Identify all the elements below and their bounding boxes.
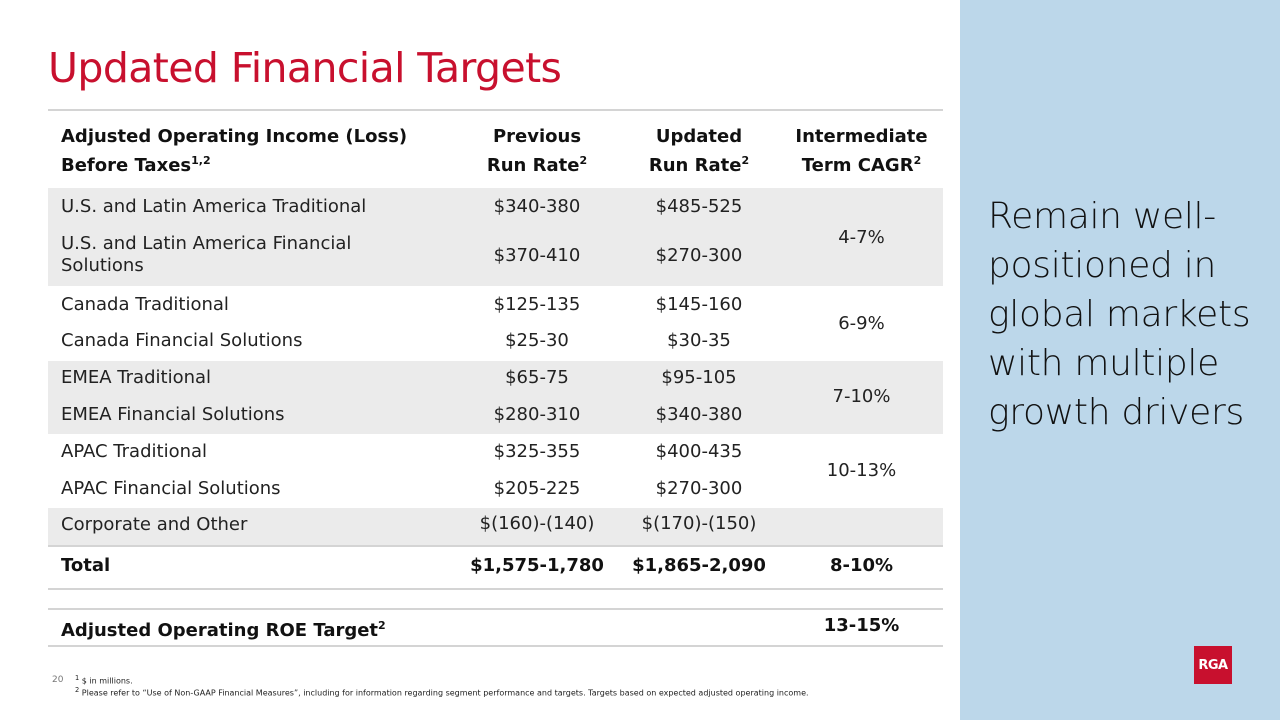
row-label: U.S. and Latin America Financial Solutio… [61, 233, 351, 277]
roe-value: 13-15% [823, 615, 900, 636]
table-row: U.S. and Latin America Financial Solutio… [48, 225, 943, 286]
total-bottom-rule [48, 588, 943, 590]
row-previous: $280-310 [493, 404, 581, 425]
header-segment: Adjusted Operating Income (Loss) Before … [61, 125, 441, 178]
header-segment-line1: Adjusted Operating Income (Loss) [61, 126, 408, 147]
row-previous: $325-355 [493, 441, 581, 462]
row-updated: $(170)-(150) [641, 513, 757, 534]
page-number: 20 [52, 675, 64, 685]
table-row: EMEA Traditional $65-75 $95-105 [48, 361, 943, 398]
header-updated-line2: Run Rate2 [648, 154, 750, 176]
table-row: Canada Financial Solutions $25-30 $30-35 [48, 323, 943, 360]
row-label: Canada Traditional [61, 294, 229, 315]
row-updated: $400-435 [655, 441, 743, 462]
row-previous: $25-30 [505, 330, 569, 351]
header-updated-line1: Updated [655, 126, 743, 147]
table-row: U.S. and Latin America Traditional $340-… [48, 188, 943, 225]
row-updated: $340-380 [655, 404, 743, 425]
table-row: Canada Traditional $125-135 $145-160 [48, 287, 943, 324]
row-updated: $270-300 [655, 478, 743, 499]
row-label: EMEA Financial Solutions [61, 404, 285, 425]
row-updated: $485-525 [655, 196, 743, 217]
row-label: EMEA Traditional [61, 367, 212, 388]
row-previous: $(160)-(140) [479, 513, 595, 534]
row-label-line2: Solutions [61, 255, 144, 276]
total-label: Total [61, 555, 111, 576]
row-previous: $205-225 [493, 478, 581, 499]
row-label: APAC Traditional [61, 441, 208, 462]
side-panel [960, 0, 1280, 720]
table-row: Corporate and Other $(160)-(140) $(170)-… [48, 508, 943, 545]
row-previous: $125-135 [493, 294, 581, 315]
row-label: Corporate and Other [61, 514, 248, 535]
header-cagr: Intermediate Term CAGR2 [780, 125, 943, 178]
total-updated: $1,865-2,090 [632, 555, 766, 576]
group-band-emea [48, 361, 943, 434]
table-row: APAC Traditional $325-355 $400-435 [48, 434, 943, 471]
header-previous-line2: Run Rate2 [486, 154, 588, 176]
cagr-apac: 10-13% [826, 460, 897, 481]
header-segment-line2: Before Taxes1,2 [61, 154, 211, 176]
footnote-1: 1 $ in millions. [75, 674, 133, 686]
total-row: Total $1,575-1,780 $1,865-2,090 8-10% [48, 546, 943, 588]
header-cagr-line1: Intermediate [795, 126, 928, 147]
total-top-rule [48, 545, 943, 547]
table-row: APAC Financial Solutions $205-225 $270-3… [48, 471, 943, 508]
row-label: Canada Financial Solutions [61, 330, 303, 351]
row-updated: $30-35 [667, 330, 731, 351]
roe-top-rule [48, 608, 943, 610]
cagr-canada: 6-9% [838, 313, 885, 334]
group-band-corporate [48, 508, 943, 545]
total-previous: $1,575-1,780 [470, 555, 604, 576]
table-row: EMEA Financial Solutions $280-310 $340-3… [48, 397, 943, 434]
roe-row: Adjusted Operating ROE Target2 13-15% [48, 609, 943, 645]
roe-bottom-rule [48, 645, 943, 647]
row-label: U.S. and Latin America Traditional [61, 196, 367, 217]
row-previous: $370-410 [493, 245, 581, 266]
header-previous: Previous Run Rate2 [456, 125, 618, 178]
page-title: Updated Financial Targets [48, 44, 562, 92]
header-updated: Updated Run Rate2 [618, 125, 780, 178]
header-previous-line1: Previous [492, 126, 582, 147]
footnote-2: 2 Please refer to “Use of Non-GAAP Finan… [75, 686, 809, 698]
row-label-line1: U.S. and Latin America Financial [61, 233, 352, 254]
row-updated: $270-300 [655, 245, 743, 266]
rga-logo: RGA [1194, 646, 1232, 684]
row-previous: $65-75 [505, 367, 569, 388]
row-updated: $145-160 [655, 294, 743, 315]
total-cagr: 8-10% [829, 555, 894, 576]
row-updated: $95-105 [661, 367, 737, 388]
row-label: APAC Financial Solutions [61, 478, 281, 499]
side-panel-text: Remain well-positioned in global markets… [988, 196, 1251, 433]
roe-label: Adjusted Operating ROE Target2 [61, 619, 386, 641]
cagr-us: 4-7% [838, 227, 885, 248]
table-top-rule [48, 109, 943, 111]
group-band-us [48, 188, 943, 286]
cagr-emea: 7-10% [832, 386, 891, 407]
header-cagr-line2: Term CAGR2 [801, 154, 922, 176]
row-previous: $340-380 [493, 196, 581, 217]
